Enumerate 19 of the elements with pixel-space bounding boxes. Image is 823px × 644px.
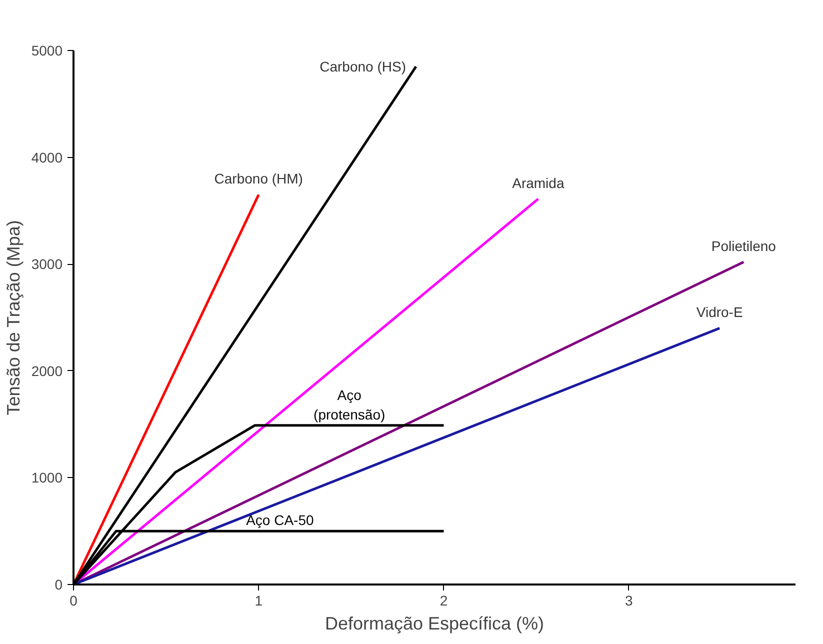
y-tick-label: 3000 [31, 256, 63, 272]
y-tick-label: 2000 [31, 362, 63, 379]
series-label: Vidro-E [696, 304, 743, 320]
series-label: Carbono (HM) [214, 170, 303, 187]
x-tick-label: 2 [440, 592, 448, 608]
y-tick-label: 5000 [31, 42, 63, 58]
y-tick-label: 1000 [31, 470, 63, 486]
y-tick-label: 0 [54, 576, 63, 592]
series-label: Aço (protensão) [314, 387, 386, 422]
series-label: Polietileno [711, 238, 776, 254]
x-tick-label: 3 [624, 592, 633, 608]
x-tick-label: 1 [254, 592, 263, 608]
series-label: Aramida [512, 174, 564, 191]
x-axis-title: Deformação Específica (%) [324, 614, 544, 634]
x-tick-label: 0 [70, 592, 78, 608]
series-label: Aço CA-50 [246, 512, 314, 528]
y-axis-title: Tensão de Tração (Mpa) [3, 220, 24, 416]
y-tick-label: 4000 [31, 149, 63, 166]
series-label: Carbono (HS) [320, 58, 406, 75]
